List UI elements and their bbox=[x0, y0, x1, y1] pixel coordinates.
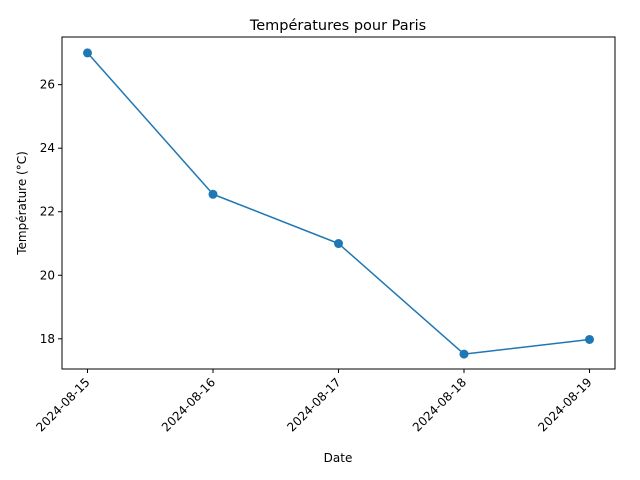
y-tick-label-0: 18 bbox=[40, 332, 55, 346]
data-point-0-1 bbox=[208, 189, 218, 199]
data-point-0-0 bbox=[83, 48, 92, 58]
data-point-0-4 bbox=[585, 334, 594, 344]
data-point-0-3 bbox=[459, 349, 469, 359]
y-axis-label: Température (°C) bbox=[15, 151, 29, 256]
data-point-0-2 bbox=[334, 239, 343, 249]
y-tick-label-2: 22 bbox=[40, 205, 55, 219]
y-tick-label-3: 24 bbox=[40, 141, 55, 155]
y-tick-label-1: 20 bbox=[40, 268, 55, 282]
y-tick-label-4: 26 bbox=[40, 78, 55, 92]
x-axis-label: Date bbox=[324, 451, 353, 465]
chart-title: Températures pour Paris bbox=[249, 18, 426, 34]
plot-frame bbox=[61, 36, 616, 370]
